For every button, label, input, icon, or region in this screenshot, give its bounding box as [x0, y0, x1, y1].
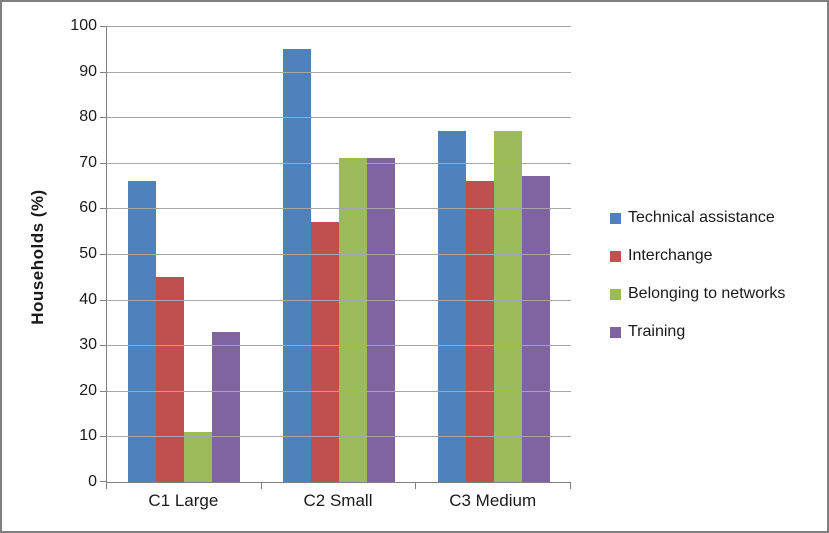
bar-technical-assistance	[128, 181, 157, 482]
y-axis-tick	[100, 390, 106, 392]
y-axis-tick	[100, 345, 106, 347]
gridline	[107, 299, 571, 301]
bar-training	[521, 176, 550, 482]
bar-belonging-to-networks	[339, 158, 367, 482]
gridline	[107, 26, 571, 27]
y-axis-tick	[100, 117, 106, 119]
legend-swatch-icon	[610, 212, 621, 224]
y-axis-tick	[100, 208, 106, 210]
legend-item-training: Training	[610, 313, 785, 351]
y-axis-tick-label: 90	[79, 62, 97, 80]
legend-swatch-icon	[610, 326, 621, 338]
y-axis-tick	[100, 26, 106, 27]
x-axis-tick	[106, 483, 107, 489]
bar-group-c1-large	[107, 26, 262, 482]
gridline	[107, 162, 571, 164]
legend-item-technical-assistance: Technical assistance	[610, 199, 785, 237]
gridline	[107, 436, 571, 438]
y-axis-tick	[100, 254, 106, 255]
y-axis-title: Households (%)	[28, 189, 47, 325]
gridline	[107, 71, 571, 73]
x-axis-tick	[260, 483, 262, 489]
y-axis-tick-label: 0	[88, 473, 97, 490]
bar-interchange	[311, 222, 339, 482]
y-axis-tick-label: 10	[79, 427, 97, 445]
y-axis-tick	[100, 71, 106, 73]
x-axis-label-c1: C1 Large	[148, 491, 219, 510]
bar-groups	[107, 26, 571, 482]
bar-interchange	[156, 276, 185, 482]
y-axis-tick	[100, 436, 106, 438]
legend-item-belonging-to-networks: Belonging to networks	[610, 275, 785, 313]
bar-interchange	[465, 181, 494, 482]
y-axis-tick-label: 20	[79, 381, 97, 399]
gridline	[107, 117, 571, 119]
x-axis-tick	[415, 483, 417, 489]
bar-technical-assistance	[437, 130, 466, 482]
y-axis-tick	[100, 162, 106, 164]
y-axis-tick-label: 100	[70, 17, 97, 34]
y-axis-tick-label: 50	[79, 245, 97, 262]
x-axis-labels: C1 Large C2 Small C3 Medium	[106, 491, 570, 511]
y-axis-tick	[100, 481, 106, 482]
gridline	[107, 208, 571, 210]
legend-label: Interchange	[628, 247, 713, 264]
legend-label: Belonging to networks	[628, 285, 786, 302]
bar-group-c2-small	[262, 26, 417, 482]
y-axis-tick-label: 80	[79, 108, 97, 126]
legend-swatch-icon	[610, 250, 621, 262]
bar-training	[212, 331, 241, 482]
legend-swatch-icon	[610, 288, 621, 300]
y-axis-tick	[100, 299, 106, 301]
gridline	[107, 345, 571, 347]
gridline	[107, 254, 571, 255]
bar-training	[367, 158, 395, 482]
y-axis-tick-label: 30	[79, 336, 97, 354]
legend-label: Technical assistance	[628, 209, 775, 226]
legend-label: Training	[628, 323, 686, 340]
x-axis-label-c3: C3 Medium	[449, 491, 537, 510]
legend: Technical assistance Interchange Belongi…	[610, 199, 785, 351]
gridline	[107, 390, 571, 392]
bar-technical-assistance	[283, 48, 311, 482]
bar-belonging-to-networks	[493, 130, 522, 482]
x-axis-label-c2: C2 Small	[303, 491, 373, 510]
legend-item-interchange: Interchange	[610, 237, 785, 275]
y-axis-tick-label: 40	[79, 290, 97, 308]
plot-area	[100, 26, 571, 489]
y-axis-tick-label: 60	[79, 199, 97, 217]
y-axis-tick-label: 70	[79, 153, 97, 171]
bar-group-c3-medium	[416, 26, 571, 482]
x-axis-tick	[570, 483, 571, 489]
bar-belonging-to-networks	[184, 431, 213, 482]
